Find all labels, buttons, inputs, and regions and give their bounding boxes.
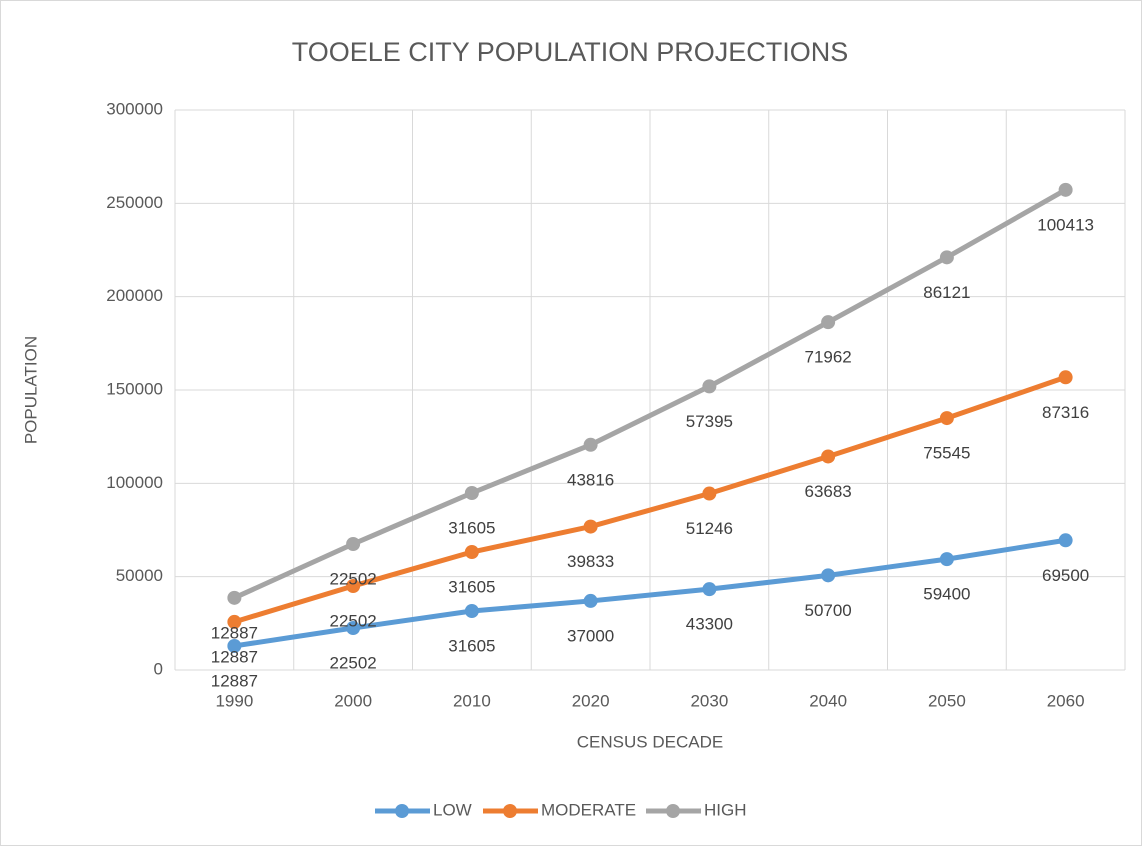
legend-marker (666, 804, 680, 818)
data-label: 12887 (211, 623, 258, 642)
x-tick-label: 1990 (215, 691, 253, 710)
legend-label: MODERATE (541, 800, 636, 819)
x-tick-label: 2050 (928, 691, 966, 710)
data-label: 75545 (923, 444, 970, 463)
chart-title: TOOELE CITY POPULATION PROJECTIONS (292, 37, 849, 67)
data-label: 31605 (448, 518, 495, 537)
y-axis-title: POPULATION (21, 336, 40, 444)
data-label: 22502 (329, 653, 376, 672)
data-label: 37000 (567, 626, 614, 645)
point (227, 638, 242, 653)
point (583, 593, 598, 608)
point (821, 449, 836, 464)
y-tick-label: 100000 (106, 473, 163, 492)
data-label: 22502 (329, 611, 376, 630)
data-label: 87316 (1042, 403, 1089, 422)
point (702, 486, 717, 501)
y-tick-label: 0 (154, 659, 163, 678)
x-tick-label: 2030 (690, 691, 728, 710)
point (464, 545, 479, 560)
point (464, 604, 479, 619)
point (227, 614, 242, 629)
data-label: 43300 (686, 615, 733, 634)
point (346, 578, 361, 593)
data-label: 12887 (211, 671, 258, 690)
point (227, 590, 242, 605)
x-tick-label: 2020 (572, 691, 610, 710)
legend-label: LOW (433, 800, 472, 819)
point (939, 552, 954, 567)
y-tick-label: 250000 (106, 193, 163, 212)
data-label: 31605 (448, 577, 495, 596)
data-label: 59400 (923, 585, 970, 604)
data-label: 69500 (1042, 566, 1089, 585)
x-axis-title: CENSUS DECADE (577, 732, 723, 751)
point (583, 519, 598, 534)
data-label: 39833 (567, 552, 614, 571)
point (346, 536, 361, 551)
y-tick-label: 50000 (116, 566, 163, 585)
point (702, 379, 717, 394)
point (346, 620, 361, 635)
y-tick-label: 200000 (106, 286, 163, 305)
data-label: 100413 (1037, 215, 1094, 234)
data-label: 71962 (804, 348, 851, 367)
y-tick-label: 150000 (106, 379, 163, 398)
data-label: 12887 (211, 647, 258, 666)
point (1058, 370, 1073, 385)
series-line (233, 187, 1067, 601)
point (464, 486, 479, 501)
data-label: 31605 (448, 636, 495, 655)
x-tick-label: 2040 (809, 691, 847, 710)
data-label: 51246 (686, 519, 733, 538)
series-line (233, 374, 1067, 625)
point (821, 315, 836, 330)
legend-marker (395, 804, 409, 818)
data-label: 86121 (923, 283, 970, 302)
data-label: 43816 (567, 470, 614, 489)
data-label: 63683 (804, 482, 851, 501)
legend-label: HIGH (704, 800, 747, 819)
x-tick-label: 2010 (453, 691, 491, 710)
point (939, 250, 954, 265)
point (1058, 533, 1073, 548)
point (583, 437, 598, 452)
x-tick-label: 2000 (334, 691, 372, 710)
data-label: 50700 (804, 601, 851, 620)
data-label: 22502 (329, 569, 376, 588)
point (1058, 182, 1073, 197)
point (702, 582, 717, 597)
point (939, 411, 954, 426)
x-tick-label: 2060 (1047, 691, 1085, 710)
y-tick-label: 300000 (106, 99, 163, 118)
series-line (234, 537, 1067, 649)
data-label: 57395 (686, 412, 733, 431)
point (821, 568, 836, 583)
legend-marker (503, 804, 517, 818)
